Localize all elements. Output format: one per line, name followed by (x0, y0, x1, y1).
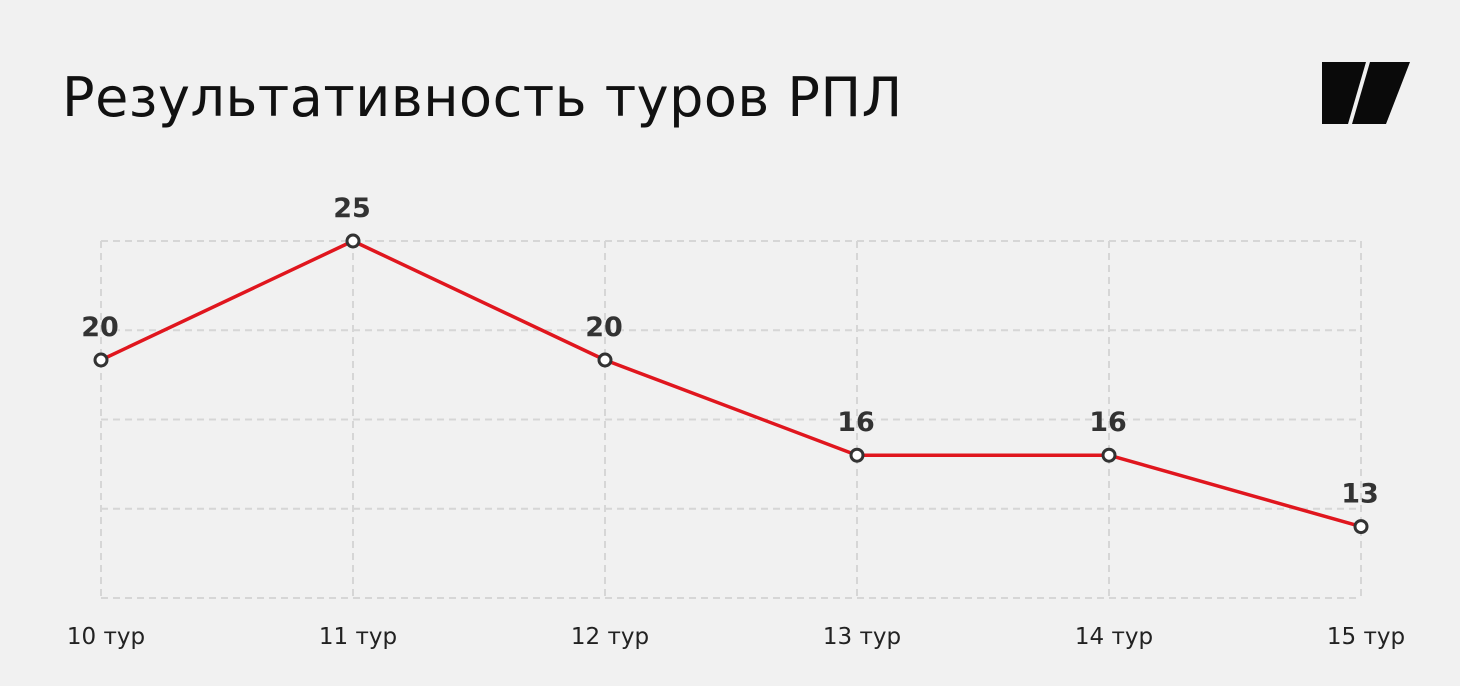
x-tick-label: 11 тур (319, 624, 397, 650)
x-tick-label: 15 тур (1327, 624, 1405, 650)
point (849, 447, 865, 463)
plot: 10 тур 11 тур 12 тур 13 тур 14 тур 15 тур 20 25… (67, 193, 1405, 650)
x-tick-label: 12 тур (571, 624, 649, 650)
value-label: 20 (585, 312, 623, 343)
point (345, 233, 361, 249)
value-label: 13 (1341, 479, 1379, 510)
point (93, 352, 109, 368)
point (597, 352, 613, 368)
value-label: 16 (837, 407, 875, 438)
logo-left (1322, 62, 1366, 124)
x-tick-label: 14 тур (1075, 624, 1153, 650)
value-label: 20 (81, 312, 119, 343)
line (100, 239, 1362, 529)
grid (100, 240, 1362, 599)
point (1353, 519, 1369, 535)
point (1101, 447, 1117, 463)
x-tick-label: 10 тур (67, 624, 145, 650)
x-tick-label: 13 тур (823, 624, 901, 650)
value-label: 25 (333, 193, 371, 224)
chart-title: Результативность туров РПЛ (62, 66, 903, 129)
value-label: 16 (1089, 407, 1127, 438)
logo-right (1352, 62, 1410, 124)
logo (1322, 62, 1410, 124)
